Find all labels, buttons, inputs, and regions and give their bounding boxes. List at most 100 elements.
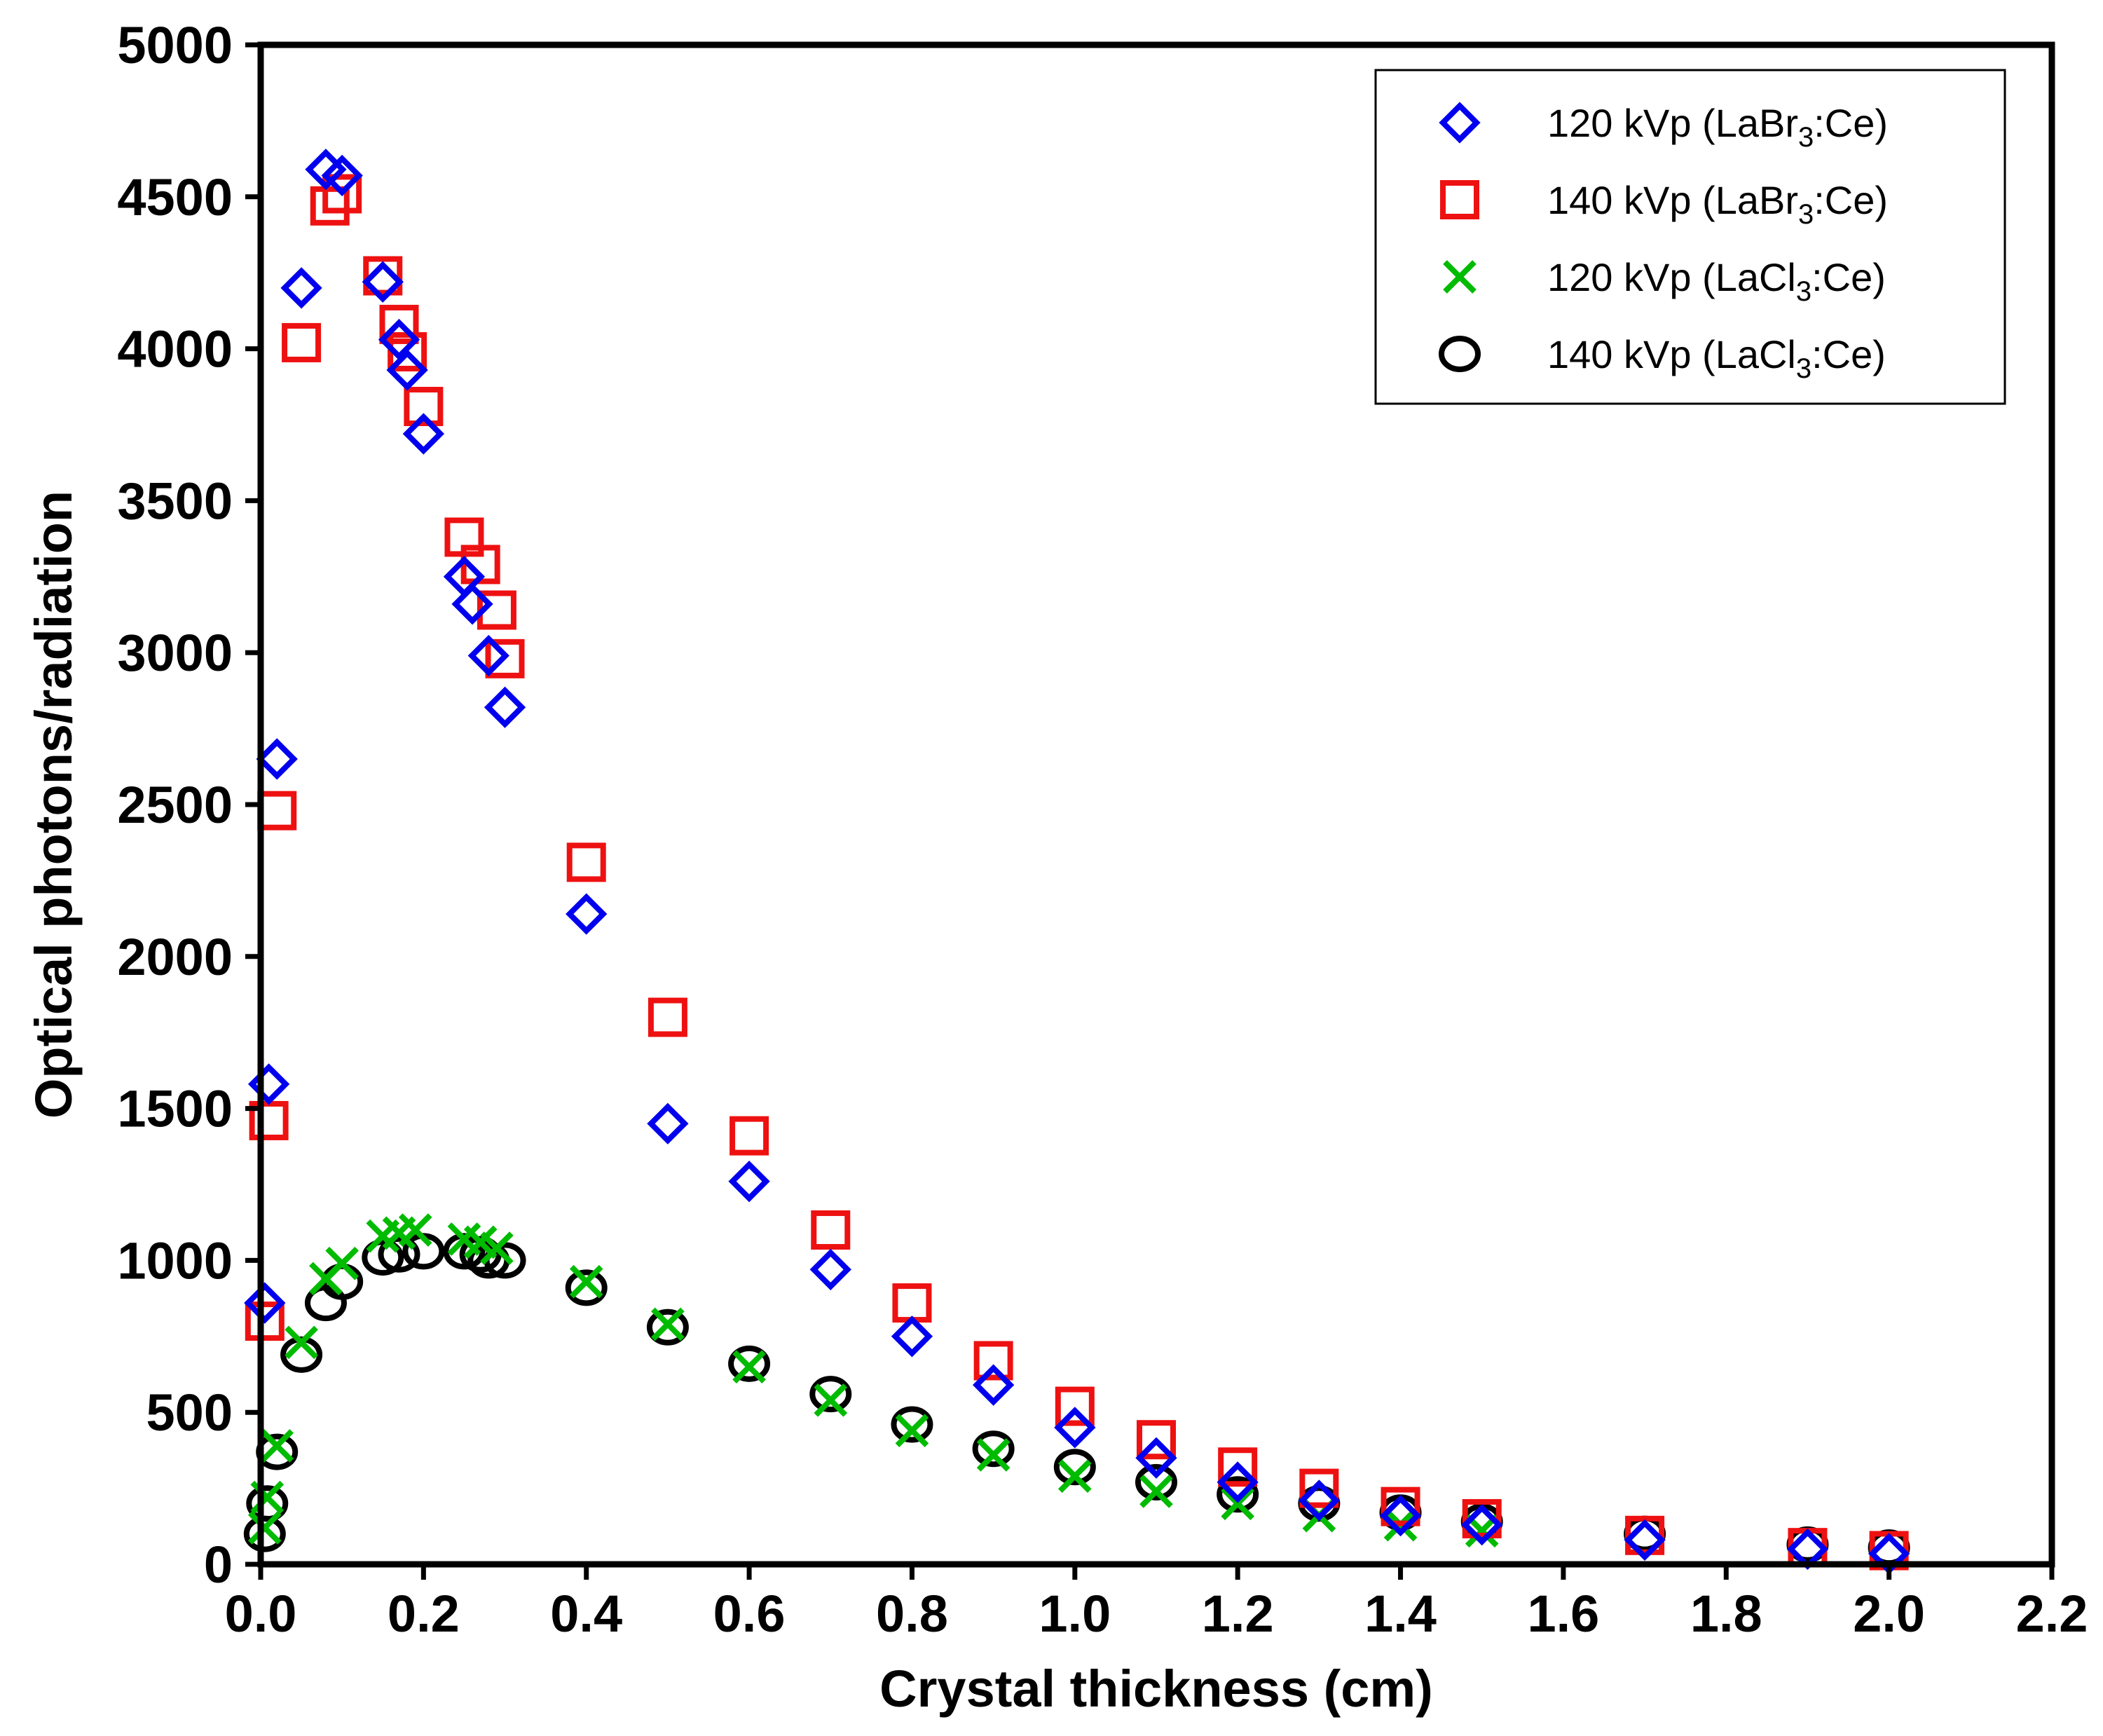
data-point-diamond (891, 1315, 933, 1358)
x-tick-label: 0.6 (713, 1585, 786, 1643)
data-point-square (1625, 1515, 1665, 1555)
data-point-circle (646, 1308, 689, 1346)
data-point-circle (246, 1485, 289, 1522)
data-point-x (1221, 1486, 1255, 1521)
data-point-x (325, 1246, 359, 1280)
data-point-square (388, 332, 427, 371)
data-point-square (1137, 1420, 1176, 1460)
y-tick-label: 4500 (117, 168, 233, 226)
data-point-x (250, 1480, 285, 1515)
data-point-square (1055, 1386, 1095, 1426)
data-point-x (260, 1429, 294, 1463)
data-point-diamond (1054, 1407, 1096, 1449)
data-point-circle (891, 1406, 933, 1443)
x-tick-label: 0.0 (225, 1585, 297, 1643)
data-point-diamond (484, 686, 526, 728)
legend-label-prefix: 140 kVp (LaCl (1547, 332, 1796, 376)
series-diamond (244, 149, 1910, 1575)
legend-label-suffix: :Ce) (1811, 332, 1886, 376)
data-point-diamond (402, 413, 445, 455)
legend-label: 120 kVp (LaBr3:Ce) (1547, 101, 1888, 153)
legend-marker-circle (1439, 336, 1481, 372)
legend-label: 120 kVp (LaCl3:Ce) (1547, 255, 1886, 307)
plot-frame (257, 41, 2055, 1568)
legend-label-suffix: :Ce) (1814, 101, 1888, 145)
y-tick-label: 2500 (117, 776, 233, 834)
x-tick-label: 2.0 (1853, 1585, 1925, 1643)
data-point-diamond (362, 261, 404, 303)
data-point-diamond (280, 267, 322, 309)
data-point-diamond (1379, 1494, 1422, 1537)
data-point-diamond (256, 738, 298, 780)
data-point-circle (809, 1376, 852, 1413)
legend-label-suffix: :Ce) (1814, 178, 1888, 222)
data-point-x (732, 1350, 766, 1383)
data-marks (243, 149, 1910, 1575)
data-point-circle (362, 1239, 404, 1276)
data-point-square (460, 545, 500, 585)
data-point-diamond (809, 1248, 851, 1291)
y-tick-label: 3000 (117, 624, 233, 682)
data-point-diamond (1135, 1437, 1177, 1479)
y-tick-label: 0 (204, 1536, 233, 1594)
legend-label-suffix: :Ce) (1811, 255, 1886, 299)
series-square (245, 174, 1909, 1571)
data-point-square (729, 1116, 769, 1156)
data-point-diamond (1298, 1479, 1341, 1522)
data-point-x (895, 1414, 929, 1448)
x-tick-label: 1.4 (1364, 1585, 1437, 1643)
data-point-diamond (378, 318, 420, 361)
x-tick-label: 1.8 (1690, 1585, 1762, 1643)
data-point-square (1218, 1447, 1258, 1487)
data-point-square (379, 304, 419, 344)
data-point-x (651, 1307, 685, 1341)
legend-marker-square (1440, 180, 1479, 219)
data-point-diamond (1217, 1461, 1259, 1503)
data-point-square (811, 1210, 851, 1250)
y-tick-label: 4000 (117, 320, 233, 378)
data-point-x (1139, 1475, 1173, 1508)
x-tick-label: 2.2 (2016, 1585, 2088, 1643)
data-point-square (973, 1341, 1013, 1381)
data-point-square (404, 386, 444, 426)
data-point-diamond (728, 1161, 770, 1203)
data-point-square (282, 322, 322, 362)
x-tick-label: 1.2 (1202, 1585, 1274, 1643)
data-point-square (1381, 1486, 1420, 1526)
y-tick-label: 3500 (117, 472, 233, 530)
data-point-x (398, 1213, 432, 1247)
data-point-square (1462, 1498, 1502, 1538)
legend-label-subscript: 3 (1798, 199, 1814, 230)
x-tick-label: 0.2 (388, 1585, 460, 1643)
data-point-circle (565, 1269, 608, 1306)
legend-box (1374, 69, 2006, 405)
legend-label-prefix: 140 kVp (LaBr (1547, 178, 1798, 222)
data-point-circle (1217, 1476, 1259, 1513)
data-point-square (363, 256, 403, 296)
data-point-circle (728, 1345, 771, 1382)
data-point-diamond (321, 154, 363, 197)
data-point-x (1057, 1459, 1092, 1494)
legend-marker-x (1443, 260, 1477, 294)
data-point-square (310, 186, 350, 226)
legend: 120 kVp (LaBr3:Ce)140 kVp (LaBr3:Ce)120 … (1374, 69, 2006, 405)
legend-label-subscript: 3 (1796, 276, 1811, 307)
data-point-x (976, 1438, 1011, 1472)
data-point-x (247, 1511, 282, 1545)
x-tick-label: 0.8 (876, 1585, 948, 1643)
data-point-circle (972, 1430, 1015, 1468)
data-point-x (814, 1383, 848, 1417)
legend-label-subscript: 3 (1796, 353, 1811, 384)
x-tick-label: 1.6 (1527, 1585, 1599, 1643)
legend-label: 140 kVp (LaBr3:Ce) (1547, 178, 1888, 230)
data-point-circle (378, 1236, 420, 1273)
data-point-diamond (1624, 1519, 1666, 1561)
x-tick-label: 1.0 (1039, 1585, 1111, 1643)
data-point-diamond (1461, 1503, 1503, 1546)
data-point-x (569, 1264, 603, 1299)
legend-label-prefix: 120 kVp (LaBr (1547, 101, 1798, 145)
y-axis-title: Optical photons/radiation (25, 491, 83, 1119)
data-point-square (322, 174, 362, 214)
y-tick-label: 5000 (117, 16, 233, 74)
data-point-square (566, 842, 606, 882)
